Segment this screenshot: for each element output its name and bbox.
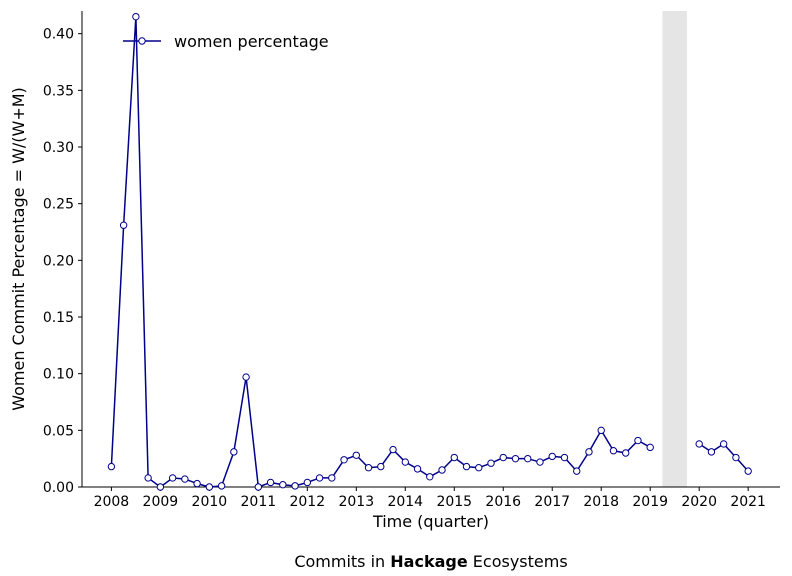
x-tick-layer: 2008 2009 2010 2011 2012 2013 2014 2015 2016 2017… bbox=[94, 487, 766, 510]
y-tick-label: 0.10 bbox=[43, 367, 74, 383]
legend-marker bbox=[138, 37, 146, 45]
x-tick-label: 2017 bbox=[534, 494, 570, 510]
x-tick-label: 2011 bbox=[241, 494, 277, 510]
data-point bbox=[475, 464, 483, 472]
data-point bbox=[156, 483, 165, 491]
data-point bbox=[438, 466, 446, 474]
x-tick-label: 2014 bbox=[387, 494, 423, 510]
caption-prefix: Commits in bbox=[294, 552, 390, 571]
y-tick-label: 0.15 bbox=[43, 310, 74, 326]
x-tick-label: 2016 bbox=[485, 494, 521, 510]
data-point bbox=[511, 454, 520, 463]
data-point bbox=[242, 373, 250, 381]
data-point bbox=[254, 483, 263, 491]
y-tick-label: 0.40 bbox=[43, 27, 74, 43]
x-tick-label: 2008 bbox=[94, 494, 130, 510]
data-point bbox=[707, 448, 716, 456]
data-point bbox=[205, 483, 214, 491]
data-point bbox=[646, 443, 654, 452]
y-tick-label: 0.05 bbox=[43, 423, 74, 439]
y-tick-label: 0.00 bbox=[43, 480, 74, 496]
data-point bbox=[352, 451, 361, 459]
data-point bbox=[132, 12, 140, 21]
data-point bbox=[499, 453, 507, 462]
x-tick-label: 2015 bbox=[436, 494, 472, 510]
data-point bbox=[622, 449, 630, 457]
data-point bbox=[732, 453, 740, 462]
y-axis-title: Women Commit Percentage = W/(W+M) bbox=[9, 87, 28, 411]
data-point bbox=[609, 447, 618, 455]
data-point bbox=[107, 462, 116, 471]
data-point bbox=[168, 474, 177, 482]
data-point bbox=[144, 474, 152, 482]
y-tick-label: 0.35 bbox=[43, 83, 74, 99]
data-point bbox=[573, 467, 581, 475]
series-line bbox=[110, 15, 651, 488]
data-point bbox=[119, 221, 128, 229]
series-line bbox=[698, 443, 749, 472]
x-tick-label: 2018 bbox=[583, 494, 619, 510]
data-point bbox=[364, 464, 373, 472]
y-tick-label: 0.20 bbox=[43, 253, 74, 269]
x-tick-label: 2009 bbox=[143, 494, 179, 510]
caption-suffix: Ecosystems bbox=[468, 552, 568, 571]
data-point bbox=[548, 452, 556, 461]
data-point bbox=[585, 448, 593, 456]
highlight-band-layer bbox=[662, 11, 687, 487]
y-tick-layer: 0.00 0.05 0.10 0.15 0.20 0.25 0.30 0.35 0.40 bbox=[43, 27, 82, 496]
data-point bbox=[524, 454, 532, 463]
data-point bbox=[487, 459, 495, 467]
data-point bbox=[560, 453, 569, 462]
x-tick-label: 2019 bbox=[632, 494, 668, 510]
data-point bbox=[303, 478, 312, 487]
data-point bbox=[291, 482, 299, 490]
data-point bbox=[266, 478, 275, 487]
data-point bbox=[340, 456, 348, 464]
data-point bbox=[597, 426, 605, 435]
legend-label: women percentage bbox=[174, 32, 329, 51]
series-point-layer bbox=[107, 12, 752, 491]
x-tick-label: 2010 bbox=[192, 494, 228, 510]
data-point bbox=[328, 474, 336, 482]
data-point bbox=[389, 445, 397, 454]
data-point bbox=[719, 440, 728, 448]
y-tick-label: 0.25 bbox=[43, 197, 74, 213]
data-point bbox=[279, 481, 287, 489]
data-point bbox=[217, 482, 226, 490]
y-tick-label: 0.30 bbox=[43, 140, 74, 156]
data-point bbox=[193, 479, 201, 488]
data-point bbox=[744, 467, 752, 475]
data-point bbox=[377, 462, 385, 471]
series-line-layer bbox=[110, 15, 749, 488]
x-tick-label: 2012 bbox=[289, 494, 325, 510]
data-point bbox=[450, 453, 458, 462]
data-point bbox=[426, 473, 434, 481]
data-point bbox=[315, 474, 324, 482]
highlight-band bbox=[662, 11, 687, 487]
x-tick-label: 2013 bbox=[338, 494, 374, 510]
data-point bbox=[413, 465, 422, 473]
x-axis-title: Time (quarter) bbox=[372, 512, 489, 531]
data-point bbox=[230, 448, 238, 456]
data-point bbox=[536, 458, 544, 466]
chart-caption: Commits in Hackage Ecosystems bbox=[294, 552, 567, 571]
data-point bbox=[695, 440, 703, 448]
data-point bbox=[462, 462, 471, 471]
data-point bbox=[634, 436, 642, 445]
x-tick-label: 2020 bbox=[681, 494, 717, 510]
data-point bbox=[401, 458, 409, 466]
legend: women percentage bbox=[123, 32, 329, 51]
data-point bbox=[181, 475, 189, 483]
caption-bold: Hackage bbox=[390, 552, 468, 571]
x-tick-label: 2021 bbox=[730, 494, 766, 510]
